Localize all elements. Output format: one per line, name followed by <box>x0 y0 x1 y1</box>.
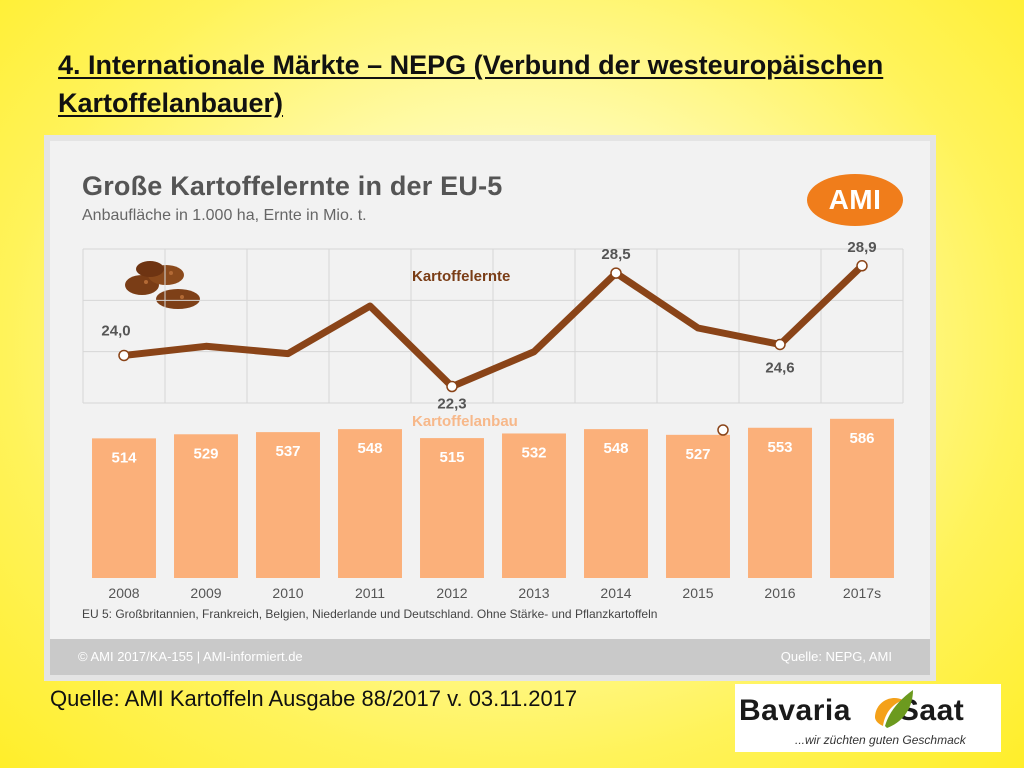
chart-subtitle: Anbaufläche in 1.000 ha, Ernte in Mio. t… <box>82 207 367 224</box>
x-tick-label: 2010 <box>272 585 303 601</box>
bar <box>338 429 402 578</box>
source-line: Quelle: AMI Kartoffeln Ausgabe 88/2017 v… <box>50 686 578 711</box>
line-value-label: 28,9 <box>847 239 876 256</box>
x-tick-label: 2012 <box>436 585 467 601</box>
x-tick-label: 2017s <box>843 585 881 601</box>
chart-area: Große Kartoffelernte in der EU-5 Anbaufl… <box>50 141 930 675</box>
bar-value-label: 529 <box>193 445 218 462</box>
chart-footnote: EU 5: Großbritannien, Frankreich, Belgie… <box>82 607 658 621</box>
line-value-label: 22,3 <box>437 396 466 413</box>
chart-svg: 514 529 537 548 515 532 548 527 553 586 2008 2009 20… <box>82 239 904 601</box>
bavaria-saat-tagline: ...wir züchten guten Geschmack <box>795 733 966 747</box>
bar <box>92 438 156 578</box>
x-tick-label: 2014 <box>600 585 631 601</box>
bar <box>256 432 320 578</box>
bar <box>502 433 566 578</box>
bavaria-saat-name: Bavaria Saat <box>739 694 964 728</box>
line-value-label: 28,5 <box>601 246 630 263</box>
x-tick-label: 2008 <box>108 585 139 601</box>
data-source-text: Quelle: NEPG, AMI <box>780 649 892 664</box>
bar <box>666 434 730 578</box>
bar <box>420 438 484 578</box>
ami-logo: AMI <box>807 174 903 226</box>
x-tick-label: 2015 <box>682 585 713 601</box>
line-value-label: 24,6 <box>765 359 794 376</box>
bar <box>174 434 238 578</box>
bar-value-label: 548 <box>357 440 382 457</box>
line-point <box>610 267 622 279</box>
brand-name-left: Bavaria <box>739 694 851 727</box>
bar-value-label: 537 <box>275 443 300 460</box>
leaf-icon <box>875 690 913 728</box>
slide-title: 4. Internationale Märkte – NEPG (Verbund… <box>58 50 884 118</box>
bar <box>584 429 648 578</box>
potato-icon <box>125 261 200 309</box>
chart-footer: © AMI 2017/KA-155 | AMI-informiert.de Qu… <box>50 639 930 675</box>
bar-value-label: 548 <box>603 440 628 457</box>
line-kartoffelernte <box>120 262 866 391</box>
marker-dot <box>717 424 729 436</box>
bar-value-label: 514 <box>111 449 137 466</box>
x-tick-label: 2011 <box>355 585 385 601</box>
chart-panel: Große Kartoffelernte in der EU-5 Anbaufl… <box>44 135 936 681</box>
bar <box>748 427 812 578</box>
bar <box>830 418 894 578</box>
bavaria-saat-logo: Bavaria Saat ...wir züchten guten Geschma… <box>735 684 1001 752</box>
x-tick-label: 2009 <box>190 585 221 601</box>
bar-value-label: 532 <box>521 444 546 461</box>
series-label-kartoffelanbau: Kartoffelanbau <box>412 413 518 430</box>
line-point <box>774 338 786 351</box>
x-tick-label: 2013 <box>518 585 549 601</box>
bar-value-label: 515 <box>439 449 464 466</box>
line-value-label: 24,0 <box>101 322 130 339</box>
line-point <box>118 349 130 362</box>
bar-value-label: 586 <box>849 430 874 447</box>
bar-value-label: 527 <box>685 446 710 463</box>
chart-title: Große Kartoffelernte in der EU-5 <box>82 171 503 201</box>
copyright-text: © AMI 2017/KA-155 | AMI-informiert.de <box>78 649 303 664</box>
bar-value-label: 553 <box>767 439 792 456</box>
line-point <box>856 260 868 272</box>
line-point <box>446 380 458 393</box>
series-label-kartoffelernte: Kartoffelernte <box>412 268 510 285</box>
x-tick-label: 2016 <box>764 585 795 601</box>
